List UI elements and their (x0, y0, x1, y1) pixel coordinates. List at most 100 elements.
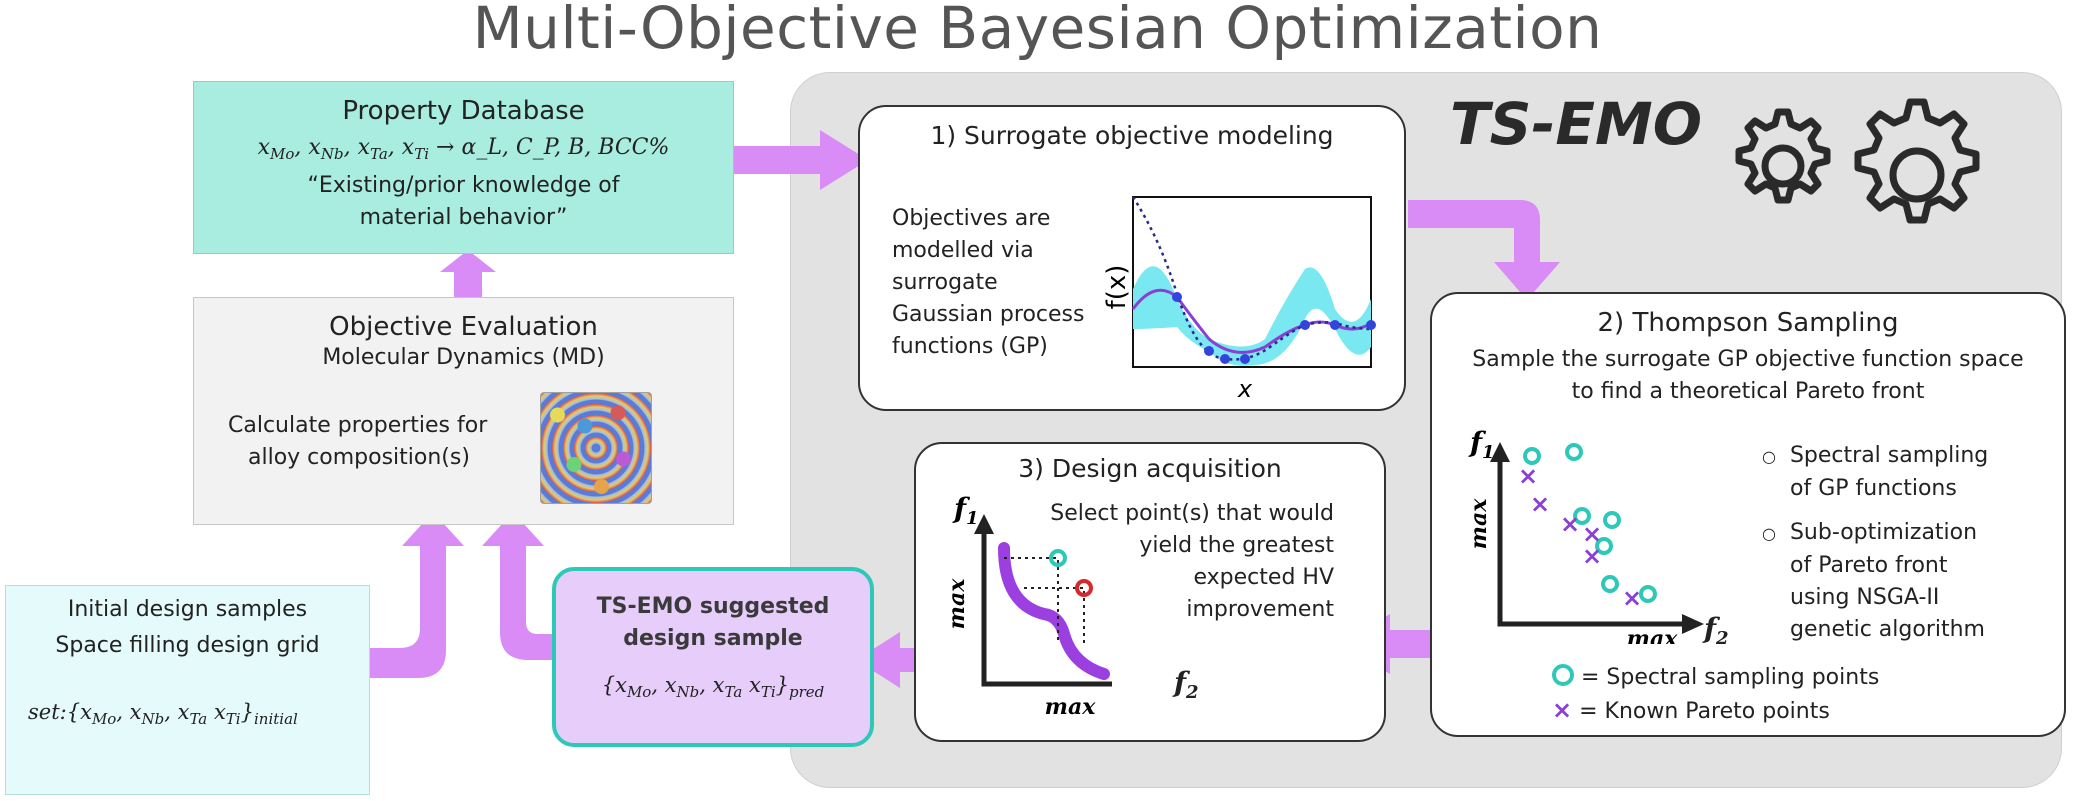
pareto-point: × (1560, 510, 1580, 538)
bullet-2-line-2: of Pareto front (1790, 553, 1948, 578)
surrogate-card: 1) Surrogate objective modeling Objectiv… (858, 105, 1406, 411)
property-database-box: Property Database xMo, xNb, xTa, xTi → α… (193, 81, 734, 254)
thompson-bullets: ○ Spectral sampling of GP functions ○ Su… (1762, 440, 1988, 646)
design-plot: f1 max max (944, 494, 1112, 720)
pareto-point: × (1518, 462, 1538, 490)
design-y-max: max (944, 578, 970, 630)
gp-plot-frame (1132, 196, 1372, 368)
suggested-set: {xMo, xNb, xTa xTi}pred (601, 673, 825, 701)
arrow-suggested-to-objeval (482, 512, 552, 660)
thompson-plot: f1 max × × × × × × max (1466, 426, 1704, 644)
md-simulation-cube-image (540, 392, 652, 504)
design-y-axis-label: f1 (952, 494, 979, 529)
gears-icon (1735, 98, 1980, 224)
pareto-point: × (1582, 542, 1602, 570)
arrow-design-to-suggested (856, 632, 914, 688)
surrogate-text-4: Gaussian process (892, 302, 1085, 327)
pareto-point: × (1582, 520, 1602, 548)
bullet-2-line-1: ○ Sub-optimization (1762, 520, 1978, 545)
var-ta: xTa (357, 135, 388, 163)
var-mo: xMo (257, 135, 295, 163)
design-card: 3) Design acquisition f1 max max f2 Sele… (914, 442, 1386, 742)
bullet-2-line-4: genetic algorithm (1790, 617, 1985, 642)
spectral-point (1601, 575, 1619, 593)
design-pareto-front (998, 542, 1110, 680)
suggested-design-box: TS-EMO suggested design sample {xMo, xNb… (552, 567, 874, 747)
bullet-2-line-3: using NSGA-II (1790, 585, 1940, 610)
surrogate-text-2: modelled via (892, 238, 1034, 263)
design-text-4: improvement (1186, 597, 1334, 622)
suggested-title-2: design sample (623, 626, 803, 651)
gp-observation-point (1330, 320, 1340, 330)
objective-evaluation-box: Objective Evaluation Molecular Dynamics … (193, 297, 734, 525)
gp-observation-point (1204, 346, 1214, 356)
pareto-point: × (1622, 584, 1642, 612)
initial-design-box: Initial design samples Space filling des… (5, 585, 370, 795)
gp-observation-point (1240, 354, 1250, 364)
property-database-formula: xMo, xNb, xTa, xTi → α_L, C_P, B, BCC% (257, 135, 670, 163)
gp-observation-point (1366, 320, 1376, 330)
gp-confidence-band (1133, 266, 1371, 366)
design-text-3: expected HV (1193, 565, 1334, 590)
property-database-title: Property Database (342, 96, 585, 126)
var-ti: xTi (401, 135, 430, 163)
gp-observation-point (1220, 354, 1230, 364)
legend-pareto: × = Known Pareto points (1552, 696, 1830, 724)
initial-design-subtitle: Space filling design grid (55, 633, 320, 658)
design-x-max: max (1045, 694, 1097, 720)
design-title: 3) Design acquisition (1018, 454, 1282, 483)
initial-design-set: set:{xMo, xNb, xTa xTi}initial (28, 700, 298, 728)
thompson-x-axis-label: f2 (1704, 612, 1729, 649)
page-title: Multi-Objective Bayesian Optimization (472, 0, 1603, 62)
gp-ylabel: f(x) (1105, 265, 1132, 310)
var-nb: xNb (308, 135, 344, 163)
spectral-point (1603, 511, 1621, 529)
design-text-1: Select point(s) that would (1050, 501, 1334, 526)
thompson-y-max: max (1466, 498, 1492, 550)
thompson-line-2: to find a theoretical Pareto front (1571, 379, 1925, 404)
spectral-point (1595, 537, 1613, 555)
design-axes (981, 524, 1112, 687)
surrogate-text-1: Objectives are (892, 206, 1051, 231)
gp-observation-point (1300, 320, 1310, 330)
design-text-2: yield the greatest (1139, 533, 1334, 558)
gp-observation-point (1172, 292, 1182, 302)
thompson-line-1: Sample the surrogate GP objective functi… (1472, 347, 2024, 372)
objective-evaluation-title: Objective Evaluation (329, 312, 598, 342)
design-candidate-teal (1049, 549, 1067, 567)
initial-design-title: Initial design samples (67, 597, 308, 622)
gear-large-icon (1854, 98, 1980, 224)
objective-evaluation-subtitle: Molecular Dynamics (MD) (322, 345, 605, 370)
thompson-y-axis-label: f1 (1468, 426, 1495, 463)
surrogate-title: 1) Surrogate objective modeling (930, 121, 1334, 150)
thompson-card: 2) Thompson Sampling Sample the surrogat… (1430, 292, 2066, 737)
pareto-point: × (1530, 490, 1550, 518)
thompson-axes (1497, 452, 1692, 627)
arrow-propdb-to-surrogate (734, 130, 868, 190)
arrow-initial-to-objeval (370, 512, 464, 678)
design-candidate-red (1075, 579, 1093, 597)
arrow-surrogate-to-thompson (1408, 200, 1560, 300)
thompson-legend: = Spectral sampling points × = Known Par… (1552, 662, 1879, 728)
design-x-axis-label: f2 (1174, 666, 1199, 703)
bullet-1-line-2: of GP functions (1790, 476, 1957, 501)
spectral-point (1573, 507, 1591, 525)
arrow-objeval-to-propdb (440, 250, 496, 297)
surrogate-text-3: surrogate (892, 270, 998, 295)
thompson-x-max: max (1627, 626, 1679, 644)
tsemo-label: TS-EMO (1450, 90, 1703, 158)
surrogate-text-5: functions (GP) (892, 334, 1048, 359)
property-outputs: α_L, C_P, B, BCC% (461, 135, 670, 160)
gp-xlabel: x (1237, 375, 1253, 403)
gp-plot: f(x) x (1105, 196, 1376, 403)
legend-spectral: = Spectral sampling points (1552, 662, 1879, 694)
thompson-title: 2) Thompson Sampling (1597, 308, 1899, 338)
spectral-point (1523, 447, 1541, 465)
gear-small-icon (1735, 108, 1831, 204)
suggested-title-1: TS-EMO suggested (596, 594, 830, 619)
objective-evaluation-text-1: Calculate properties for (228, 413, 488, 438)
property-database-quote-1: “Existing/prior knowledge of (307, 173, 620, 198)
spectral-point (1565, 443, 1583, 461)
property-database-quote-2: material behavior” (359, 205, 568, 230)
